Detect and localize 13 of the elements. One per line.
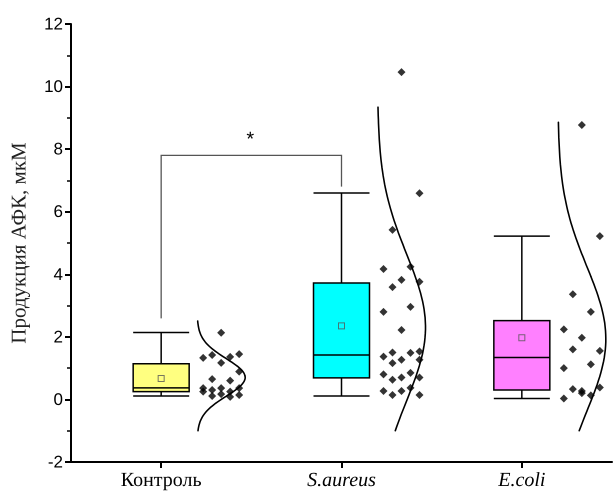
annotation: * bbox=[246, 128, 254, 150]
y-tick-label: 0 bbox=[54, 390, 63, 409]
y-axis-title: Продукция АФК, мкМ bbox=[6, 142, 30, 344]
x-tick-label: E.coli bbox=[497, 469, 546, 491]
y-tick-label: 12 bbox=[44, 14, 63, 34]
y-tick-label: 4 bbox=[54, 264, 63, 284]
x-tick-label: S.aureus bbox=[307, 469, 376, 491]
y-tick-label: -2 bbox=[48, 452, 63, 472]
x-tick-label: Контроль bbox=[120, 469, 202, 491]
y-tick-label: 8 bbox=[54, 140, 63, 159]
y-tick-label: 6 bbox=[54, 202, 63, 222]
y-tick-label: 10 bbox=[44, 77, 63, 96]
y-tick-label: 2 bbox=[54, 327, 63, 346]
